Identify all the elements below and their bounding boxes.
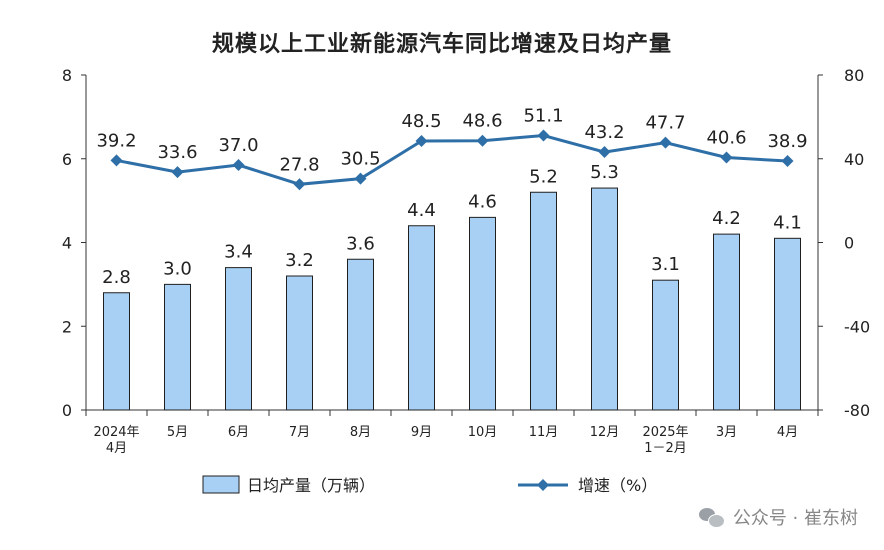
y-right-tick-label: -80 — [844, 401, 870, 420]
line-value-label: 47.7 — [645, 113, 685, 134]
bar-value-label: 3.6 — [346, 233, 375, 254]
line-value-label: 33.6 — [157, 142, 197, 163]
bar-value-label: 4.2 — [712, 208, 741, 229]
line-point — [354, 172, 367, 185]
x-tick-label: 2025年 1－2月 — [642, 425, 688, 456]
legend: 日均产量（万辆） 增速（%） — [202, 475, 657, 495]
bar-value-label: 4.6 — [468, 191, 497, 212]
y-right-tick-label: 40 — [844, 150, 864, 169]
bar — [652, 279, 679, 411]
legend-bar-label: 日均产量（万辆） — [247, 476, 375, 495]
x-tick-label: 11月 — [529, 425, 559, 440]
line-point — [171, 166, 184, 179]
bar — [713, 233, 740, 411]
bar — [469, 216, 496, 411]
growth-line — [116, 133, 788, 186]
bar-value-label: 5.3 — [590, 162, 619, 183]
x-tick-labels: 2024年 4月 5月 6月 7月 8月 9月 10月 11月 12月 2025年 1－2月 3月 4月 — [93, 425, 798, 456]
bar — [591, 187, 618, 411]
bar-series — [103, 187, 801, 411]
bar-value-label: 2.8 — [102, 267, 131, 288]
line-point — [598, 146, 611, 159]
bar-value-label: 3.0 — [163, 258, 192, 279]
line-point — [781, 155, 794, 168]
axes: 0 2 4 6 8 -80 -40 0 40 80 — [62, 66, 870, 420]
line-point — [232, 159, 245, 172]
line-value-label: 48.6 — [462, 111, 502, 132]
line-value-label: 40.6 — [706, 127, 746, 148]
bar-value-labels: 2.8 3.0 3.4 3.2 3.6 4.4 4.6 5.2 5.3 3.1 4.2 4.1 — [102, 162, 802, 288]
wechat-icon — [698, 506, 725, 528]
line-value-label: 43.2 — [584, 122, 624, 143]
bar — [164, 283, 191, 411]
chart-title: 规模以上工业新能源汽车同比增速及日均产量 — [211, 32, 672, 57]
x-tick-label: 2024年 4月 — [93, 425, 139, 456]
watermark: 公众号 · 崔东树 — [698, 502, 858, 532]
legend-bar-swatch — [202, 475, 240, 494]
bar — [225, 267, 252, 411]
legend-line-label: 增速（%） — [578, 476, 657, 495]
legend-line-marker — [537, 479, 549, 491]
line-value-label: 38.9 — [767, 131, 807, 152]
y-right-tick-label: 80 — [844, 66, 864, 85]
bar — [530, 191, 557, 411]
line-series — [110, 129, 794, 191]
line-value-labels: 39.2 33.6 37.0 27.8 30.5 48.5 48.6 51.1 43.2 47.7… — [96, 106, 807, 176]
bar-value-label: 3.4 — [224, 242, 253, 263]
bar — [286, 275, 313, 411]
x-tick-label: 12月 — [590, 425, 620, 440]
line-value-label: 39.2 — [96, 130, 136, 151]
bar — [774, 237, 801, 411]
line-value-label: 27.8 — [279, 154, 319, 175]
line-point — [415, 134, 428, 147]
line-value-label: 37.0 — [218, 135, 258, 156]
y-left-tick-label: 0 — [62, 401, 72, 420]
line-point — [110, 154, 123, 167]
x-tick-label: 7月 — [289, 425, 310, 440]
bar-value-label: 4.4 — [407, 200, 436, 221]
y-left-tick-label: 4 — [62, 234, 72, 253]
bar — [408, 225, 435, 411]
x-tick-label: 4月 — [777, 425, 798, 440]
y-left-tick-label: 2 — [62, 317, 72, 336]
bar-value-label: 5.2 — [529, 166, 558, 187]
line-value-label: 30.5 — [340, 149, 380, 170]
x-tick-label: 9月 — [411, 425, 432, 440]
watermark-text: 公众号 · 崔东树 — [732, 508, 858, 529]
x-tick-label: 6月 — [228, 425, 249, 440]
line-point — [659, 136, 672, 149]
line-point — [537, 129, 550, 142]
bar — [347, 258, 374, 411]
line-value-label: 51.1 — [523, 106, 563, 127]
bar — [103, 292, 130, 411]
y-right-tick-label: 0 — [844, 234, 854, 253]
y-right-tick-label: -40 — [844, 317, 870, 336]
x-tick-label: 10月 — [468, 425, 498, 440]
x-tick-label: 8月 — [350, 425, 371, 440]
line-point — [476, 134, 489, 147]
bar-value-label: 3.2 — [285, 250, 314, 271]
bar-value-label: 3.1 — [651, 254, 680, 275]
line-value-label: 48.5 — [401, 111, 441, 132]
line-point — [293, 178, 306, 191]
x-tick-label: 3月 — [716, 425, 737, 440]
y-left-tick-label: 6 — [62, 150, 72, 169]
bar-value-label: 4.1 — [773, 212, 802, 233]
y-left-tick-label: 8 — [62, 66, 72, 85]
line-point — [720, 151, 733, 164]
x-tick-label: 5月 — [167, 425, 188, 440]
